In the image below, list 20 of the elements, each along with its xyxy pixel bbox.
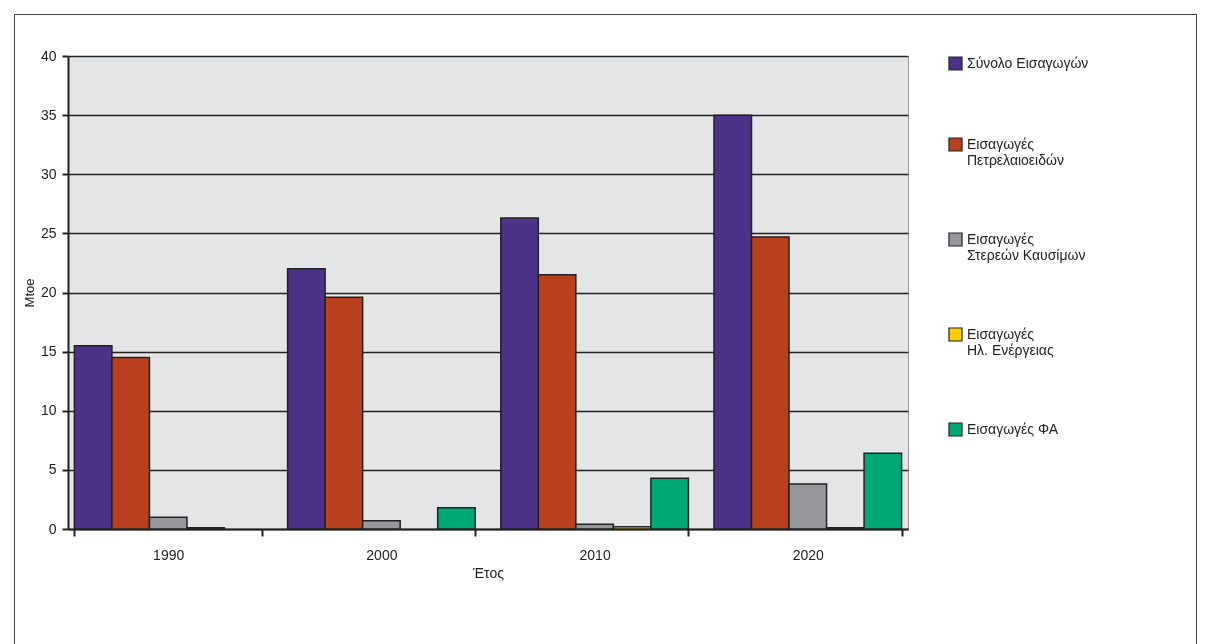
x-tick-label: 2010 [579,546,611,563]
y-axis-title: Mtoe [21,278,37,308]
y-tick-label: 30 [40,165,57,182]
legend-label: Εισαγωγές Στερεών Καυσίμων [967,230,1086,263]
y-tick-label: 40 [40,47,57,64]
x-axis-title: Έτος [472,564,505,581]
x-tick-label: 2000 [366,546,398,563]
legend-label: Σύνολο Εισαγωγών [967,54,1089,71]
y-tick-label: 10 [40,402,57,419]
y-tick-label: 15 [40,343,57,360]
y-tick-label: 35 [40,106,57,123]
legend-label: Εισαγωγές Ηλ. Ενέργειας [967,325,1054,358]
y-tick-label: 0 [48,520,57,537]
legend-label: Εισαγωγές ΦΑ [967,420,1059,437]
x-tick-label: 1990 [153,546,185,563]
legend-label: Εισαγωγές Πετρελαιοειδών [967,135,1064,168]
y-tick-label: 25 [40,224,57,241]
x-tick-label: 2020 [792,546,825,563]
y-tick-label: 20 [40,284,57,300]
y-tick-label: 5 [48,461,57,478]
